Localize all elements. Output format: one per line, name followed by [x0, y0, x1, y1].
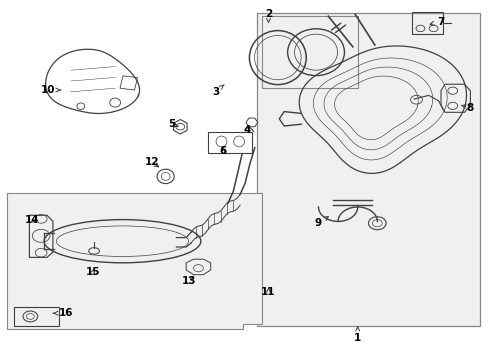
Polygon shape — [7, 193, 262, 329]
Text: 16: 16 — [53, 308, 74, 318]
Text: 12: 12 — [145, 157, 159, 167]
Text: 11: 11 — [261, 287, 276, 297]
Text: 5: 5 — [168, 119, 178, 129]
Text: 8: 8 — [461, 103, 474, 113]
Text: 13: 13 — [181, 276, 196, 286]
Text: 1: 1 — [354, 327, 361, 343]
Bar — [14, 307, 59, 326]
Bar — [262, 16, 358, 88]
Text: 4: 4 — [244, 125, 251, 135]
Text: 9: 9 — [315, 217, 328, 228]
Text: 14: 14 — [24, 215, 39, 225]
Text: 2: 2 — [265, 9, 272, 22]
Bar — [208, 132, 252, 153]
Text: 6: 6 — [220, 146, 226, 156]
Bar — [257, 13, 480, 326]
Text: 15: 15 — [86, 267, 100, 277]
Bar — [120, 76, 138, 90]
Text: 10: 10 — [41, 85, 61, 95]
Text: 3: 3 — [212, 85, 224, 97]
Text: 7: 7 — [430, 17, 445, 27]
Bar — [412, 12, 443, 34]
